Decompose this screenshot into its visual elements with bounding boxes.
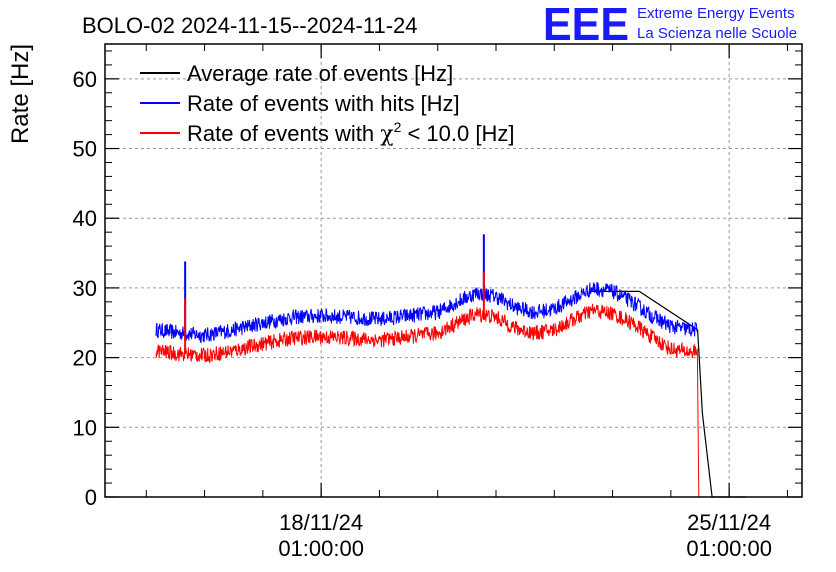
series-line-chi2 — [155, 303, 747, 498]
y-tick-label: 20 — [73, 346, 97, 371]
y-tick-label: 50 — [73, 137, 97, 162]
series-line-hits — [155, 281, 698, 344]
plot-frame — [104, 43, 803, 498]
eee-logo: EEE — [543, 0, 629, 50]
legend-label: Average rate of events [Hz] — [187, 61, 453, 86]
y-tick-label: 10 — [73, 415, 97, 440]
y-axis-label: Rate [Hz] — [7, 44, 34, 144]
series-layer — [155, 234, 747, 498]
x-tick-time-label: 01:00:00 — [278, 536, 364, 561]
org-name-line2: La Scienza nelle Scuole — [637, 25, 797, 42]
legend-label: Rate of events with χ2 < 10.0 [Hz] — [187, 119, 514, 147]
legend: Average rate of events [Hz] Rate of event… — [140, 61, 514, 147]
y-tick-label: 0 — [85, 485, 97, 510]
y-tick-label: 60 — [73, 67, 97, 92]
axis-ticks: 010203040506018/11/2401:00:0025/11/2401:… — [73, 44, 802, 561]
plot-border — [104, 43, 803, 498]
x-tick-date-label: 25/11/24 — [687, 510, 771, 535]
org-name-line1: Extreme Energy Events — [637, 5, 795, 22]
y-tick-label: 30 — [73, 276, 97, 301]
y-tick-label: 40 — [73, 206, 97, 231]
x-tick-time-label: 01:00:00 — [686, 536, 772, 561]
chart-title: BOLO-02 2024-11-15--2024-11-24 — [82, 13, 418, 38]
x-tick-date-label: 18/11/24 — [279, 510, 363, 535]
legend-label: Rate of events with hits [Hz] — [187, 91, 460, 116]
